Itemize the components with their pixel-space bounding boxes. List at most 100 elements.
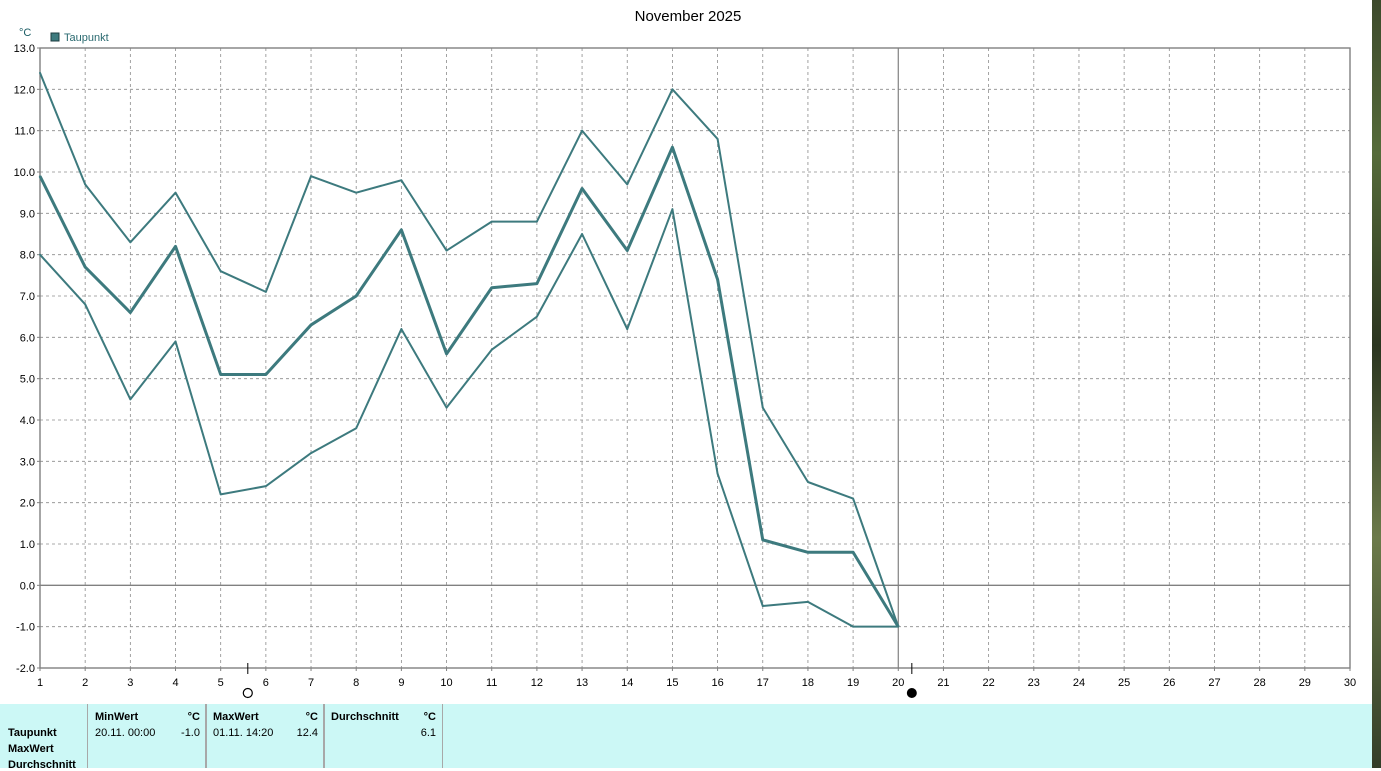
y-tick-label: 13.0 [14, 43, 35, 55]
legend: Taupunkt [50, 32, 109, 44]
row-label-taupunkt: Taupunkt [8, 727, 57, 739]
point-min [626, 328, 629, 330]
point-min [581, 233, 583, 235]
point-mean [39, 175, 41, 178]
y-tick-label: 9.0 [20, 208, 35, 220]
x-tick-label: 3 [127, 677, 133, 689]
max-column: MaxWert °C 01.11. 14:20 12.4 [205, 704, 325, 768]
point-min [671, 208, 674, 211]
y-tick-label: 5.0 [20, 374, 35, 386]
x-tick-label: 27 [1208, 677, 1220, 689]
point-mean [581, 187, 583, 190]
x-tick-label: 7 [308, 677, 314, 689]
desktop-edge [1372, 0, 1381, 768]
point-max [716, 138, 719, 140]
point-max [671, 88, 674, 91]
y-tick-label: 7.0 [20, 291, 35, 303]
point-mean [535, 282, 538, 285]
point-mean [761, 538, 764, 541]
row-label-maxwert: MaxWert [8, 743, 54, 755]
point-mean [264, 373, 267, 376]
x-tick-label: 2 [82, 677, 88, 689]
point-min [490, 348, 493, 351]
x-tick-label: 18 [802, 677, 814, 689]
point-max [174, 191, 177, 194]
series-line-mean [38, 145, 900, 628]
point-min [219, 493, 222, 496]
point-max [129, 241, 132, 244]
x-tick-label: 28 [1254, 677, 1266, 689]
x-tick-label: 22 [982, 677, 994, 689]
x-tick-label: 26 [1163, 677, 1175, 689]
grid [40, 48, 1350, 668]
point-mean [219, 373, 222, 376]
point-mean [400, 228, 403, 231]
point-min [355, 427, 358, 430]
min-column: MinWert °C 20.11. 00:00 -1.0 [87, 704, 207, 768]
full-moon-icon [242, 687, 253, 699]
point-mean [310, 324, 312, 326]
point-mean [716, 278, 719, 281]
point-mean [671, 146, 674, 149]
point-mean [852, 551, 855, 554]
x-tick-label: 25 [1118, 677, 1130, 689]
x-tick-labels: 1 2 3 4 5 6 7 8 9 10 11 12 13 14 15 16 17 18 19 20 21 22 23 24 2… [37, 668, 1356, 689]
point-max [219, 270, 222, 273]
avg-column: Durchschnitt °C 6.1 [323, 704, 443, 768]
chart: November 2025 °C Taupunkt -2.0 -1.0 0.0 1.0… [14, 8, 1356, 699]
y-tick-label: 10.0 [14, 167, 35, 179]
point-mean [129, 311, 132, 314]
legend-label: Taupunkt [64, 32, 109, 44]
x-tick-label: 14 [621, 677, 633, 689]
series-lines [38, 71, 900, 628]
x-tick-label: 11 [486, 677, 497, 689]
y-tick-label: 11.0 [14, 126, 35, 138]
row-label-durchschnitt: Durchschnitt [8, 759, 76, 771]
x-tick-label: 30 [1344, 677, 1356, 689]
point-max [355, 191, 358, 194]
moon-markers [242, 663, 917, 699]
plot-frame [39, 47, 1351, 669]
point-min [761, 605, 764, 607]
avg-value: 6.1 [420, 727, 436, 739]
point-min [129, 398, 132, 401]
point-mean [355, 295, 358, 297]
y-tick-labels: -2.0 -1.0 0.0 1.0 2.0 3.0 4.0 5.0 6.0 7.0 8.0 9.0 10… [14, 43, 40, 675]
point-max [39, 71, 41, 74]
point-max [400, 179, 403, 182]
x-tick-label: 10 [440, 677, 452, 689]
y-tick-label: 8.0 [20, 250, 35, 262]
y-tick-label: 0.0 [20, 580, 35, 592]
y-tick-label: -1.0 [16, 622, 35, 634]
point-min [264, 485, 267, 488]
point-mean [174, 245, 177, 248]
point-mean [807, 551, 809, 554]
point-max [490, 220, 493, 223]
point-max [264, 290, 267, 293]
chart-title: November 2025 [635, 8, 742, 25]
x-tick-label: 19 [847, 677, 859, 689]
point-min [174, 340, 177, 343]
max-header: MaxWert [213, 711, 259, 723]
point-min [84, 303, 87, 306]
point-min [897, 625, 900, 628]
point-max [581, 129, 583, 132]
min-value: -1.0 [181, 727, 200, 739]
point-max [84, 183, 87, 186]
y-tick-label: 4.0 [20, 415, 35, 427]
stats-panel: Taupunkt MaxWert Durchschnitt MinWert °C… [0, 704, 1372, 771]
min-date: 20.11. 00:00 [95, 727, 156, 739]
y-tick-label: 6.0 [20, 332, 35, 344]
x-tick-label: 9 [398, 677, 404, 689]
point-min [445, 406, 448, 409]
point-mean [445, 352, 448, 355]
point-max [310, 175, 312, 178]
x-tick-label: 16 [711, 677, 723, 689]
x-tick-label: 23 [1028, 677, 1040, 689]
point-min [716, 472, 719, 475]
y-axis-unit: °C [19, 27, 31, 39]
point-mean [84, 266, 87, 268]
x-tick-label: 4 [172, 677, 178, 689]
point-mean [626, 249, 629, 252]
point-max [535, 220, 538, 223]
